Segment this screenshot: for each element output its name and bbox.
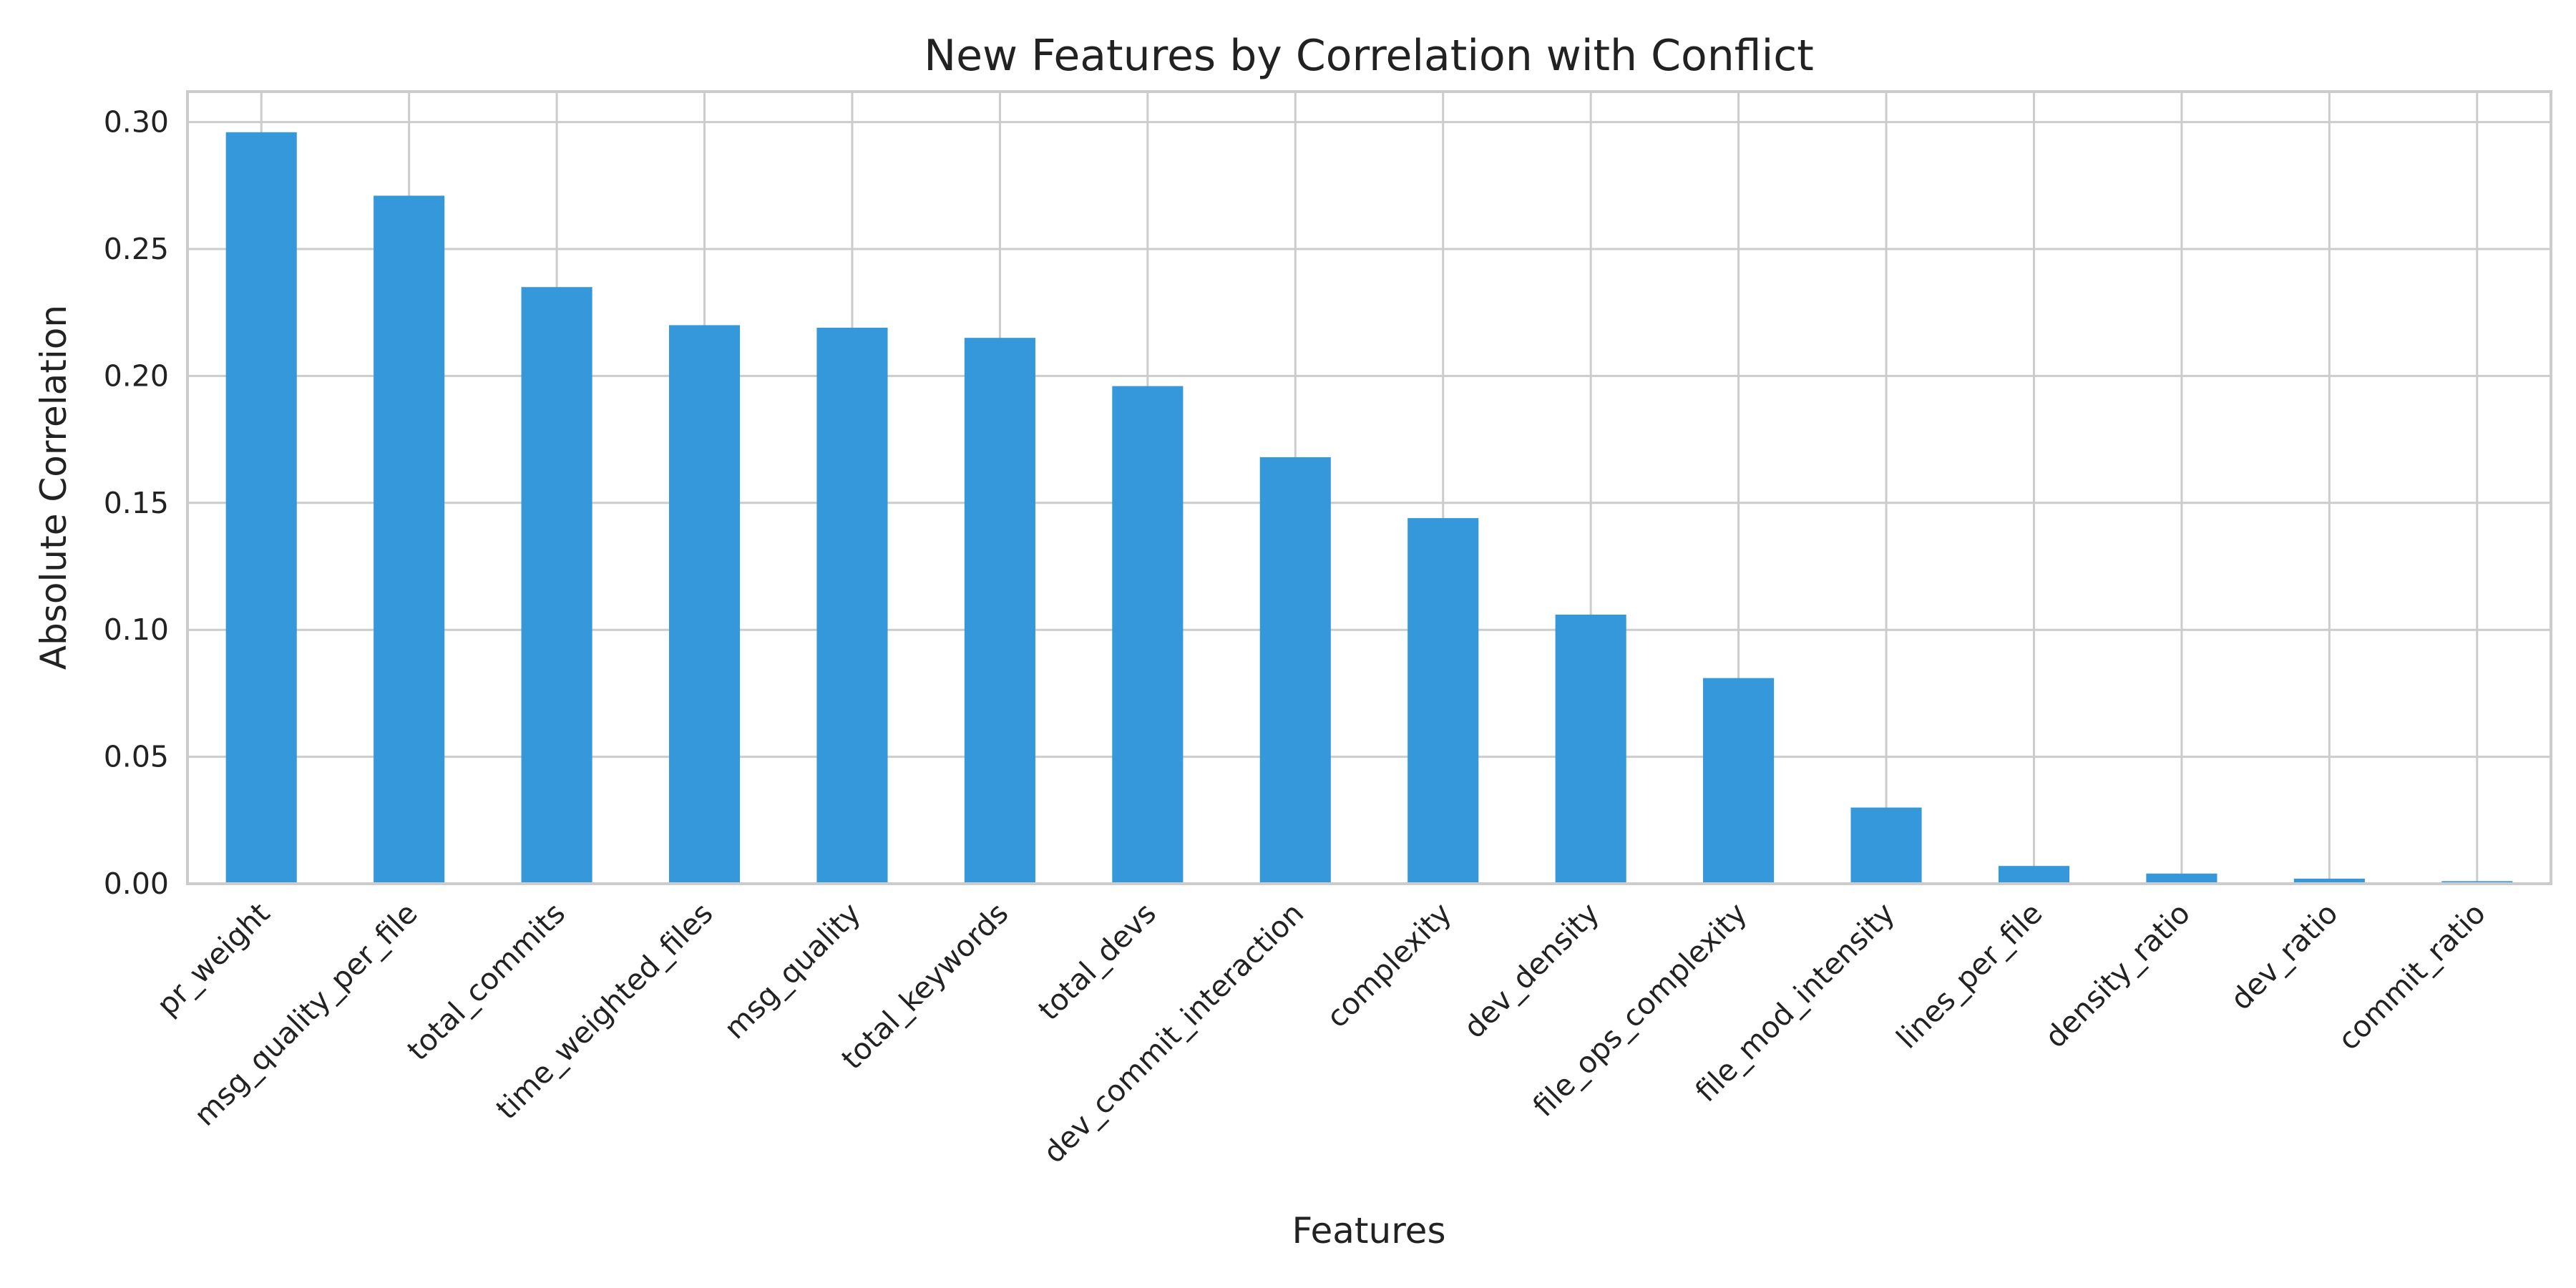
x-tick-label: commit_ratio: [2331, 896, 2492, 1057]
y-tick-label: 0.25: [104, 232, 169, 266]
x-tick-label: dev_density: [1457, 896, 1606, 1045]
bar-total-devs: [1112, 386, 1184, 884]
y-tick-labels: 0.00 0.05 0.10 0.15 0.20 0.25 0.30: [104, 105, 169, 901]
x-tick-label: complexity: [1319, 896, 1458, 1034]
bars: [225, 132, 2513, 884]
plot-frame: [186, 90, 2552, 885]
y-tick-label: 0.10: [104, 613, 169, 647]
x-tick-label: dev_ratio: [2224, 896, 2345, 1017]
bar-complexity: [1407, 518, 1479, 884]
bar-msg-quality-per-file: [374, 195, 445, 884]
bar-total-keywords: [964, 338, 1035, 884]
y-tick-label: 0.00: [104, 867, 169, 901]
y-tick-label: 0.30: [104, 105, 169, 140]
bar-density-ratio: [2146, 873, 2218, 884]
bar-total-commits: [521, 287, 592, 884]
bar-dev-ratio: [2293, 878, 2365, 884]
x-tick-labels: pr_weightmsg_quality_per_filetotal_commi…: [150, 896, 2492, 1170]
bar-dev-density: [1555, 614, 1626, 884]
x-tick-label: dev_commit_interaction: [1037, 896, 1311, 1170]
x-tick-label: msg_quality: [718, 896, 867, 1045]
x-tick-label: total_commits: [401, 896, 572, 1067]
y-axis-label: Absolute Correlation: [33, 305, 74, 670]
x-tick-label: pr_weight: [150, 896, 277, 1023]
bar-time-weighted-files: [668, 325, 741, 884]
bar-lines-per-file: [1998, 866, 2070, 884]
y-tick-label: 0.05: [104, 740, 169, 774]
x-tick-label: lines_per_file: [1890, 896, 2049, 1055]
bar-dev-commit-interaction: [1259, 457, 1331, 884]
y-tick-label: 0.20: [104, 358, 169, 393]
x-axis-label: Features: [1292, 1210, 1446, 1252]
x-tick-label: total_devs: [1032, 896, 1163, 1027]
bar-file-mod-intensity: [1850, 807, 1922, 884]
x-tick-label: density_ratio: [2038, 896, 2197, 1055]
y-tick-label: 0.15: [104, 486, 169, 520]
chart-title: New Features by Correlation with Conflic…: [924, 31, 1814, 81]
bar-pr-weight: [225, 132, 297, 884]
bar-msg-quality: [816, 327, 888, 884]
bar-file-ops-complexity: [1703, 678, 1775, 884]
